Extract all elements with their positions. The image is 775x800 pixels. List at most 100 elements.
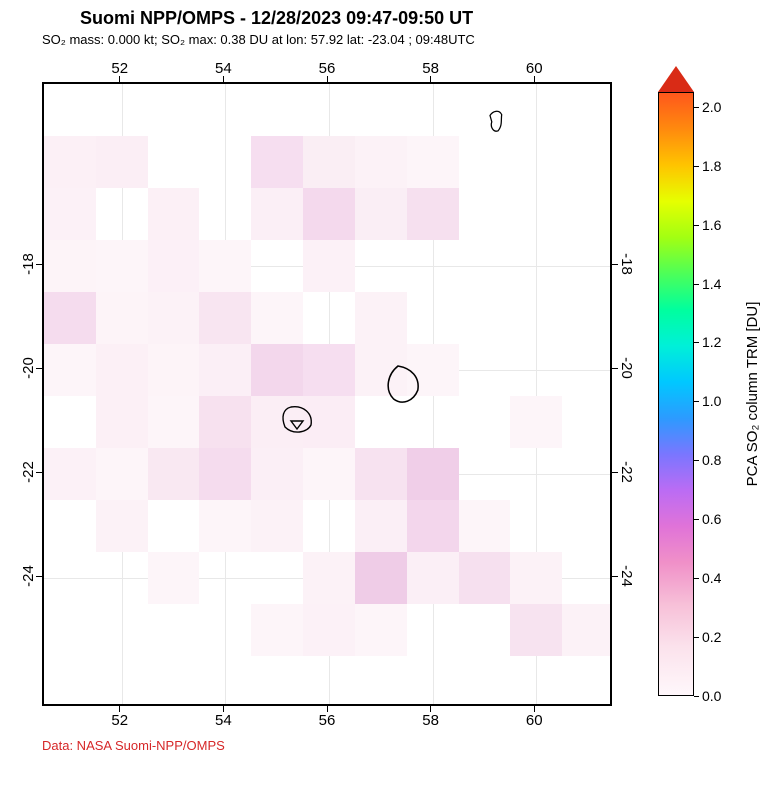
y-tick-label: -20 xyxy=(618,357,635,379)
colorbar-tick-mark xyxy=(694,519,699,520)
heatmap-cell xyxy=(510,396,562,448)
island-reunion xyxy=(283,407,333,457)
colorbar-tick-label: 0.2 xyxy=(702,629,721,645)
heatmap-cell xyxy=(96,344,148,396)
heatmap-cell xyxy=(148,396,200,448)
colorbar-tick-mark xyxy=(694,166,699,167)
tick-mark xyxy=(430,706,431,712)
tick-mark xyxy=(36,368,42,369)
colorbar-tick-mark xyxy=(694,696,699,697)
heatmap-cell xyxy=(303,344,355,396)
colorbar-tick-mark xyxy=(694,342,699,343)
colorbar-label: PCA SO₂ column TRM [DU] xyxy=(744,302,761,487)
y-tick-label: -24 xyxy=(618,565,635,587)
colorbar-tick-mark xyxy=(694,401,699,402)
tick-mark xyxy=(534,706,535,712)
tick-mark xyxy=(612,576,618,577)
data-credit: Data: NASA Suomi-NPP/OMPS xyxy=(42,738,225,753)
y-tick-label: -18 xyxy=(20,253,37,275)
heatmap-cell xyxy=(251,344,303,396)
heatmap-cell xyxy=(355,448,407,500)
heatmap-cell xyxy=(355,552,407,604)
heatmap-cell xyxy=(251,136,303,188)
heatmap-cell xyxy=(407,188,459,240)
tick-mark xyxy=(36,472,42,473)
y-tick-label: -18 xyxy=(618,253,635,275)
tick-mark xyxy=(327,706,328,712)
heatmap-cell xyxy=(96,500,148,552)
x-tick-label: 58 xyxy=(422,712,439,729)
heatmap-cell xyxy=(355,188,407,240)
colorbar-tick-label: 0.6 xyxy=(702,511,721,527)
heatmap-cell xyxy=(251,188,303,240)
tick-mark xyxy=(119,76,120,82)
island-mauritius xyxy=(387,366,437,416)
x-tick-label: 60 xyxy=(526,712,543,729)
colorbar-tick-mark xyxy=(694,225,699,226)
heatmap-cell xyxy=(44,136,96,188)
y-tick-label: -22 xyxy=(20,461,37,483)
heatmap-cell xyxy=(44,292,96,344)
heatmap-cell xyxy=(251,292,303,344)
heatmap-cell xyxy=(44,240,96,292)
heatmap-cell xyxy=(303,552,355,604)
tick-mark xyxy=(612,368,618,369)
colorbar-tick-label: 2.0 xyxy=(702,99,721,115)
heatmap-cell xyxy=(303,240,355,292)
heatmap-cell xyxy=(148,240,200,292)
heatmap-cell xyxy=(303,136,355,188)
heatmap-cell xyxy=(355,136,407,188)
heatmap-cell xyxy=(303,188,355,240)
plot-subtitle: SO₂ mass: 0.000 kt; SO₂ max: 0.38 DU at … xyxy=(42,32,475,47)
heatmap-cell xyxy=(251,500,303,552)
x-tick-label: 56 xyxy=(319,712,336,729)
heatmap-cell xyxy=(96,448,148,500)
heatmap-cell xyxy=(459,500,511,552)
x-tick-label: 52 xyxy=(111,60,128,77)
x-tick-label: 54 xyxy=(215,712,232,729)
tick-mark xyxy=(612,264,618,265)
heatmap-cell xyxy=(199,292,251,344)
heatmap-cell xyxy=(148,448,200,500)
heatmap-cell xyxy=(355,604,407,656)
x-tick-label: 56 xyxy=(319,60,336,77)
heatmap-cell xyxy=(96,136,148,188)
colorbar-tick-mark xyxy=(694,637,699,638)
tick-mark xyxy=(119,706,120,712)
colorbar-tick-mark xyxy=(694,107,699,108)
colorbar-tick-label: 1.2 xyxy=(702,334,721,350)
heatmap-cell xyxy=(510,552,562,604)
heatmap-cell xyxy=(199,396,251,448)
plot-title: Suomi NPP/OMPS - 12/28/2023 09:47-09:50 … xyxy=(80,8,473,29)
tick-mark xyxy=(612,472,618,473)
x-tick-label: 60 xyxy=(526,60,543,77)
colorbar-tick-label: 1.0 xyxy=(702,393,721,409)
heatmap-cell xyxy=(407,552,459,604)
heatmap-cell xyxy=(407,136,459,188)
colorbar-tick-label: 0.8 xyxy=(702,452,721,468)
map-canvas xyxy=(44,84,610,704)
colorbar-gradient xyxy=(658,92,694,696)
heatmap-cell xyxy=(148,552,200,604)
colorbar-tick-label: 1.6 xyxy=(702,217,721,233)
x-tick-label: 58 xyxy=(422,60,439,77)
heatmap-cell xyxy=(562,604,610,656)
heatmap-cell xyxy=(44,188,96,240)
tick-mark xyxy=(223,706,224,712)
colorbar-tick-label: 0.4 xyxy=(702,570,721,586)
heatmap-cell xyxy=(355,292,407,344)
heatmap-cell xyxy=(44,448,96,500)
colorbar-tick-mark xyxy=(694,578,699,579)
heatmap-cell xyxy=(44,344,96,396)
tick-mark xyxy=(36,264,42,265)
island-rodrigues xyxy=(490,111,540,161)
heatmap-cell xyxy=(96,396,148,448)
colorbar-over-arrow xyxy=(658,66,694,92)
heatmap-cell xyxy=(407,448,459,500)
colorbar-tick-label: 1.8 xyxy=(702,158,721,174)
heatmap-cell xyxy=(251,604,303,656)
heatmap-cell xyxy=(459,552,511,604)
heatmap-cell xyxy=(148,292,200,344)
tick-mark xyxy=(327,76,328,82)
tick-mark xyxy=(430,76,431,82)
